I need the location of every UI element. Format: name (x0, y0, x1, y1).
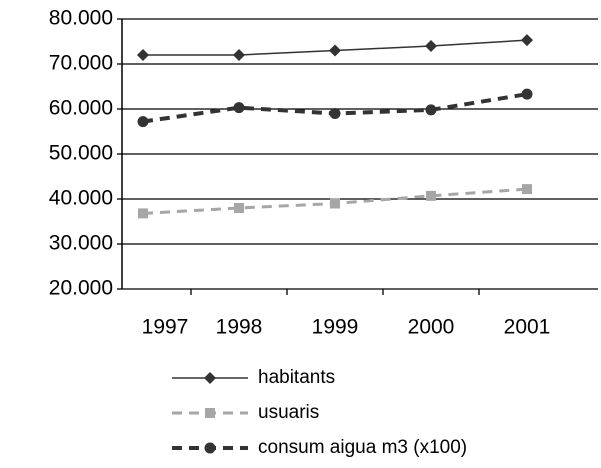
marker (233, 102, 245, 114)
marker (233, 49, 245, 61)
legend-label: habitants (258, 367, 335, 388)
marker (204, 442, 216, 454)
y-tick-label: 20.000 (49, 277, 113, 300)
legend-label: consum aigua m3 (x100) (258, 437, 467, 458)
y-tick-label: 70.000 (49, 52, 113, 75)
series (137, 34, 533, 61)
marker (521, 34, 533, 47)
marker (426, 190, 436, 201)
marker (329, 108, 341, 119)
marker (137, 116, 149, 128)
y-tick-label: 80.000 (49, 7, 113, 30)
series (137, 88, 533, 128)
legend-label: usuaris (258, 402, 319, 423)
marker (522, 184, 532, 195)
y-tick-label: 60.000 (49, 97, 113, 120)
y-tick-label: 40.000 (49, 187, 113, 210)
marker (204, 372, 216, 384)
marker (425, 40, 437, 52)
x-tick-label: 2000 (408, 316, 455, 339)
marker (330, 198, 340, 209)
marker (137, 49, 149, 61)
marker (425, 104, 437, 116)
x-tick-label: 1998 (216, 316, 263, 339)
marker (205, 408, 215, 418)
marker (234, 203, 244, 213)
marker (329, 44, 341, 57)
series (138, 184, 532, 219)
y-tick-label: 30.000 (49, 232, 113, 255)
x-tick-label: 2001 (504, 316, 551, 339)
y-tick-label: 50.000 (49, 142, 113, 165)
x-tick-label: 1997 (142, 316, 189, 339)
x-tick-label: 1999 (312, 316, 359, 339)
marker (138, 208, 148, 219)
marker (521, 88, 533, 100)
